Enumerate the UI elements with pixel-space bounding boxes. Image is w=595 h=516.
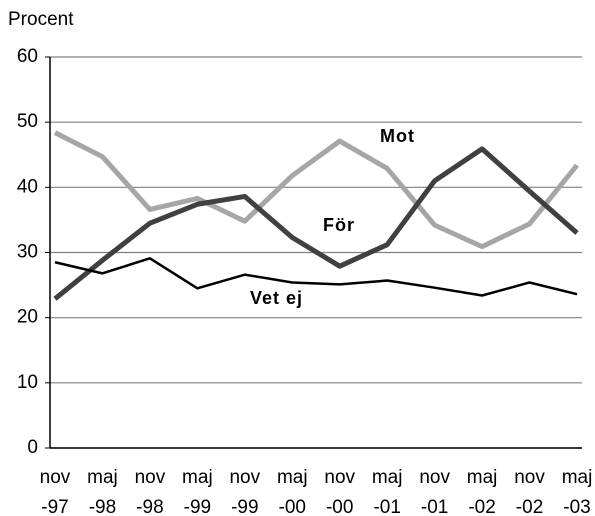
series-label: Vet ej [250, 288, 303, 308]
y-tick-label: 30 [17, 242, 38, 263]
x-tick-label: maj -01 [372, 467, 403, 516]
x-tick-label: maj -98 [87, 467, 118, 516]
y-tick-label: 50 [17, 111, 38, 132]
line-series [53, 130, 579, 250]
y-axis-label: Procent [8, 9, 74, 30]
y-tick-label: 20 [17, 307, 38, 328]
x-tick-label: nov -00 [324, 467, 355, 516]
x-tick-label: maj -00 [277, 467, 308, 516]
line-series [54, 257, 578, 297]
x-tick-label: maj -99 [182, 467, 213, 516]
x-tick-label: nov -01 [419, 467, 450, 516]
x-tick-label: nov -98 [135, 467, 166, 516]
x-tick-label: maj -03 [562, 467, 593, 516]
y-tick-label: 0 [27, 437, 38, 458]
series-label: För [323, 215, 355, 235]
y-tick-label: 10 [17, 372, 38, 393]
series-label: Mot [380, 126, 415, 146]
x-tick-label: nov -02 [514, 467, 545, 516]
line-series [53, 146, 579, 301]
x-tick-label: maj -02 [467, 467, 498, 516]
y-tick-label: 60 [17, 46, 38, 67]
y-tick-label: 40 [17, 176, 38, 197]
x-tick-label: nov -99 [229, 467, 260, 516]
x-tick-label: nov -97 [40, 467, 71, 516]
